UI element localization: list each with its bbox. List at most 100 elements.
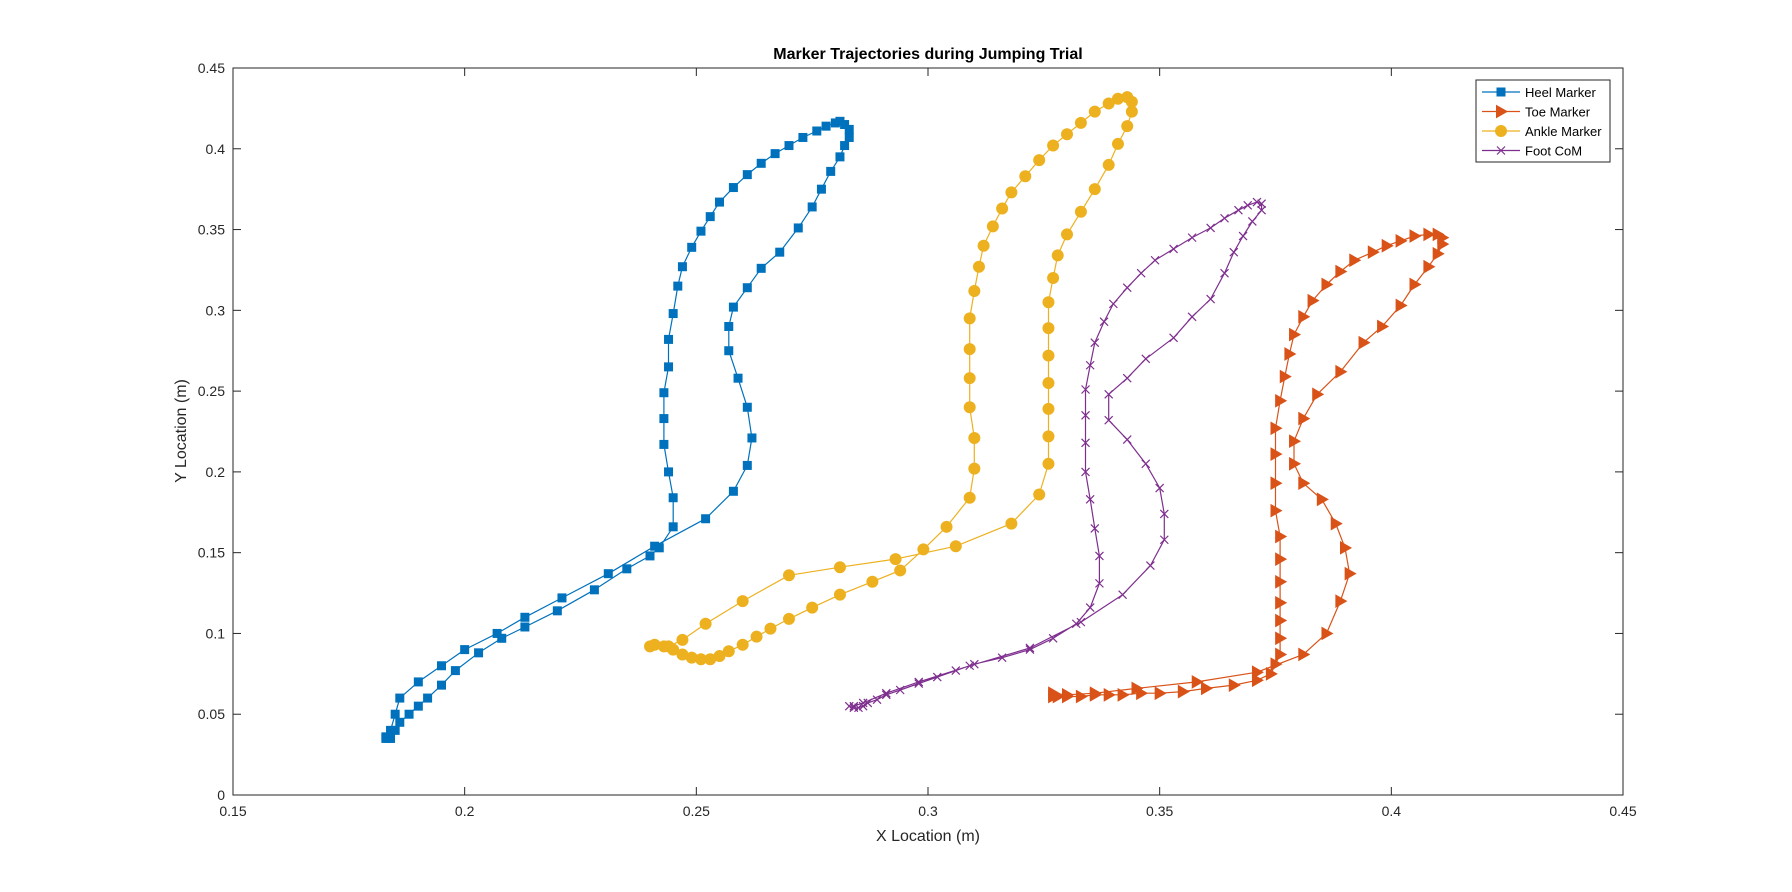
toe-marker-point [1340, 540, 1353, 555]
heel-marker-point [520, 622, 530, 632]
ankle-marker-point [783, 569, 795, 582]
heel-marker-point [395, 717, 405, 727]
toe-marker-point [1131, 681, 1144, 696]
toe-marker-point [1075, 689, 1088, 704]
ankle-marker-point [1074, 116, 1087, 129]
toe-marker-point [1312, 387, 1325, 402]
heel-marker-point [844, 124, 854, 134]
foot-com-point [858, 698, 868, 708]
foot-com-point [1090, 524, 1100, 533]
ankle-marker-point [1074, 205, 1087, 218]
toe-marker-point [1177, 684, 1190, 699]
foot-com-point [1159, 535, 1169, 545]
foot-com-point [1150, 255, 1160, 265]
toe-marker-point [1275, 552, 1288, 566]
toe-marker-point [1191, 675, 1204, 689]
foot-com-point [1081, 467, 1090, 477]
axes-background [233, 68, 1623, 795]
ankle-marker-point [963, 491, 976, 504]
heel-marker-point [552, 606, 562, 616]
foot-com-point [1238, 231, 1248, 241]
foot-com-point [1220, 213, 1229, 223]
x-tick-label: 0.25 [683, 803, 710, 819]
y-axis-ticks: 0 0.05 0.1 0.15 0.2 0.25 0.3 0.35 0.4 0.45 [198, 60, 1623, 803]
chart-title: Marker Trajectories during Jumping Trial [773, 46, 1082, 63]
ankle-marker-point [977, 239, 990, 252]
heel-marker-point [386, 725, 396, 735]
heel-marker-point [659, 388, 669, 398]
ankle-marker-point [1033, 154, 1046, 167]
legend: Heel Marker Toe Marker Ankle Marker Foot Co… [1475, 79, 1611, 163]
heel-marker-point [664, 334, 674, 344]
heel-marker-point [492, 628, 502, 638]
foot-com-point [1220, 268, 1229, 278]
ankle-marker-point [963, 343, 976, 356]
ankle-marker-point [1088, 105, 1101, 118]
legend-label: Ankle Marker [1525, 124, 1602, 139]
foot-com-point [1141, 459, 1151, 469]
heel-marker-point [812, 126, 822, 136]
heel-marker-point [756, 158, 766, 168]
toe-marker-point [1335, 364, 1348, 379]
toe-marker-point [1275, 647, 1288, 662]
toe-marker-point [1377, 319, 1390, 334]
ankle-marker-point [1042, 457, 1055, 470]
heel-marker-point [724, 346, 734, 356]
toe-marker-point [1275, 574, 1288, 589]
toe-marker-point [1270, 447, 1283, 461]
ankle-marker-point [963, 372, 976, 385]
heel-marker-point [840, 120, 850, 130]
heel-marker-point [664, 467, 674, 477]
ankle-marker-point [1061, 228, 1073, 241]
x-axis-label: X Location (m) [876, 828, 980, 845]
ankle-marker-point [1005, 517, 1018, 530]
ankle-marker-point [1033, 488, 1046, 501]
toe-marker-point [1117, 687, 1130, 702]
ankle-marker-point [1061, 128, 1073, 141]
heel-marker-point [742, 283, 752, 293]
x-tick-label: 0.15 [219, 803, 246, 819]
ankle-marker-point [949, 540, 962, 553]
heel-marker-point [835, 152, 845, 162]
foot-com-point [1257, 199, 1267, 209]
toe-marker-point [1048, 686, 1061, 701]
heel-marker-point [826, 166, 836, 176]
foot-com-point [872, 695, 882, 705]
foot-com-point [1025, 643, 1035, 653]
toe-marker-point [1344, 566, 1357, 581]
ankle-marker-point [940, 520, 953, 533]
ankle-marker-point [968, 431, 981, 444]
toe-marker-point [1367, 245, 1380, 260]
toe-marker-point [1289, 434, 1302, 449]
heel-marker-point [390, 709, 400, 719]
heel-marker-point [603, 569, 613, 579]
toe-marker-point [1381, 238, 1394, 253]
ankle-marker-point [736, 638, 749, 651]
series-layer [381, 91, 1450, 743]
toe-marker-point [1289, 456, 1302, 471]
foot-com-point [858, 701, 868, 711]
foot-com-point [1085, 603, 1095, 613]
toe-marker-point [1275, 393, 1288, 408]
heel-marker-point [520, 612, 530, 622]
toe-marker-point [1103, 687, 1116, 702]
ankle-marker-point [894, 564, 907, 577]
ankle-marker-point [1042, 402, 1055, 415]
ankle-marker-point [1047, 272, 1060, 285]
toe-marker-point [1321, 277, 1334, 292]
ankle-marker-point [889, 553, 902, 566]
foot-com-point [1081, 410, 1090, 420]
foot-com-point [1187, 312, 1197, 322]
heel-marker-point [687, 242, 697, 252]
legend-label: Heel Marker [1525, 85, 1596, 100]
heel-marker-point [474, 648, 484, 658]
heel-marker-point [437, 680, 446, 690]
ankle-marker-point [1042, 296, 1055, 309]
foot-com-point [1118, 590, 1128, 600]
foot-com-point [1234, 205, 1243, 215]
y-tick-label: 0.25 [198, 383, 225, 399]
y-tick-label: 0.2 [206, 464, 226, 480]
foot-com-point [1085, 360, 1095, 370]
heel-marker-point [460, 645, 470, 655]
